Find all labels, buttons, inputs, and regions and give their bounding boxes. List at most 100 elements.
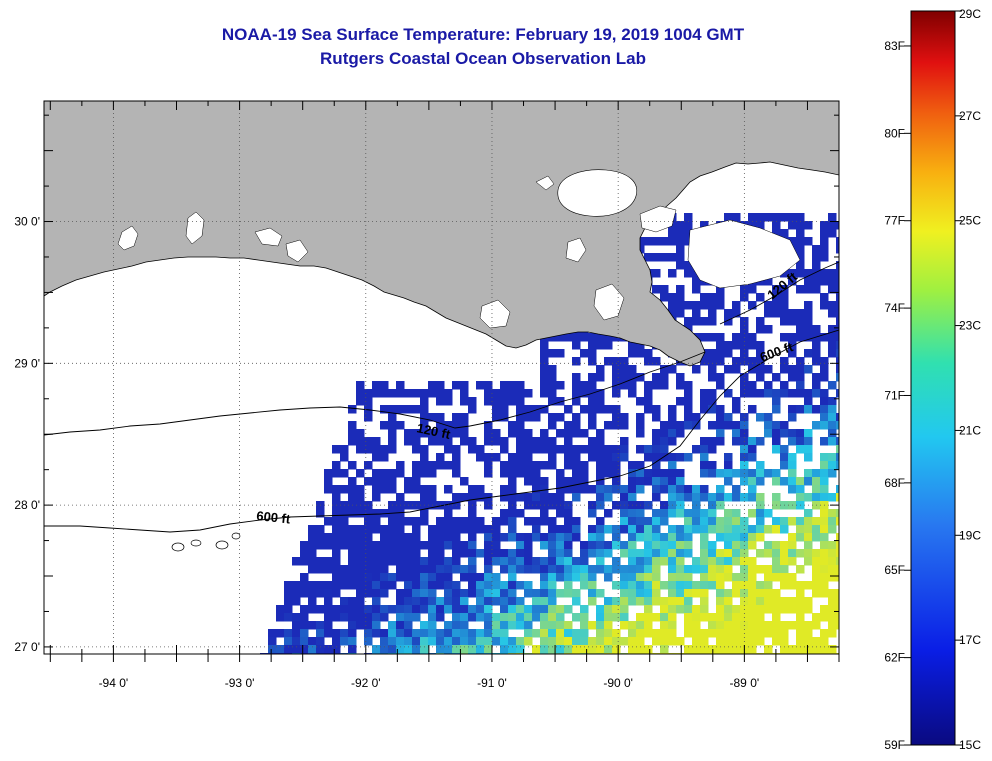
sst-pixel [580,485,589,494]
sst-pixel [668,565,677,574]
sst-pixel [572,341,581,350]
sst-pixel [556,557,565,566]
sst-pixel [636,373,645,382]
sst-pixel [548,397,557,406]
sst-pixel [684,261,693,270]
sst-pixel [764,629,773,638]
sst-pixel [748,445,757,454]
sst-pixel [436,629,445,638]
sst-pixel [316,509,325,518]
sst-pixel [396,629,405,638]
sst-pixel [340,533,349,542]
sst-pixel [764,429,773,438]
sst-pixel [444,621,453,630]
sst-pixel [596,549,605,558]
colorbar-labels: 29C27C25C23C21C19C17C15C83F80F77F74F71F6… [884,7,981,752]
sst-pixel [612,557,621,566]
sst-pixel [692,365,701,374]
sst-pixel [836,349,839,358]
sst-pixel [756,549,765,558]
latitude-label: 29 0' [14,356,40,370]
sst-pixel [796,493,805,502]
sst-pixel [444,597,453,606]
sst-pixel [716,565,725,574]
sst-pixel [588,533,597,542]
sst-pixel [572,589,581,598]
sst-pixel [692,317,701,326]
sst-pixel [828,645,837,654]
sst-pixel [420,573,429,582]
sst-pixel [588,349,597,358]
sst-pixel [444,629,453,638]
sst-pixel [428,525,437,534]
sst-pixel [340,565,349,574]
sst-pixel [420,509,429,518]
sst-pixel [444,485,453,494]
sst-pixel [716,373,725,382]
sst-pixel [588,397,597,406]
sst-pixel [676,525,685,534]
sst-pixel [812,269,821,278]
sst-pixel [380,533,389,542]
sst-pixel [420,605,429,614]
lake-pontchartrain [557,169,638,217]
sst-pixel [604,573,613,582]
sst-pixel [388,549,397,558]
sst-pixel [652,613,661,622]
sst-pixel [804,325,813,334]
sst-pixel [636,645,645,654]
sst-pixel [340,541,349,550]
sst-pixel [668,229,677,238]
lake-borgne [639,205,677,233]
sst-pixel [804,477,813,486]
sst-pixel [388,533,397,542]
sst-pixel [572,429,581,438]
sst-pixel [332,541,341,550]
sst-pixel [468,445,477,454]
sst-pixel [524,461,533,470]
sst-pixel [388,541,397,550]
sst-pixel [804,237,813,246]
sst-pixel [588,549,597,558]
sst-pixel [556,621,565,630]
sst-pixel [700,525,709,534]
sst-pixel [308,589,317,598]
sst-pixel [732,213,741,222]
sst-pixel [444,397,453,406]
sst-pixel [716,645,725,654]
sst-pixel [324,485,333,494]
sst-pixel [516,613,525,622]
sst-pixel [484,389,493,398]
sst-pixel [420,621,429,630]
sst-pixel [684,301,693,310]
sst-pixel [348,549,357,558]
sst-pixel [836,365,839,374]
sst-pixel [660,253,669,262]
sst-pixel [684,405,693,414]
sst-pixel [500,461,509,470]
sst-pixel [516,381,525,390]
sst-pixel [604,597,613,606]
sst-pixel [380,581,389,590]
sst-pixel [292,621,301,630]
sst-pixel [780,525,789,534]
sst-pixel [492,541,501,550]
sst-pixel [764,421,773,430]
sst-pixel [780,477,789,486]
sst-pixel [580,549,589,558]
sst-pixel [732,613,741,622]
sst-pixel [812,277,821,286]
sst-pixel [308,581,317,590]
sst-pixel [644,253,653,262]
map-frame [43,100,840,655]
sst-pixel [644,605,653,614]
sst-pixel [828,429,837,438]
sst-pixel [724,533,733,542]
sst-pixel [668,453,677,462]
sst-pixel [540,341,549,350]
sst-pixel [708,493,717,502]
sst-pixel [604,469,613,478]
axis-labels: -94 0' -93 0' -92 0' -91 0' -90 0' -89 0'30 0… [14,215,759,690]
sst-pixel [564,557,573,566]
sst-pixel [828,509,837,518]
